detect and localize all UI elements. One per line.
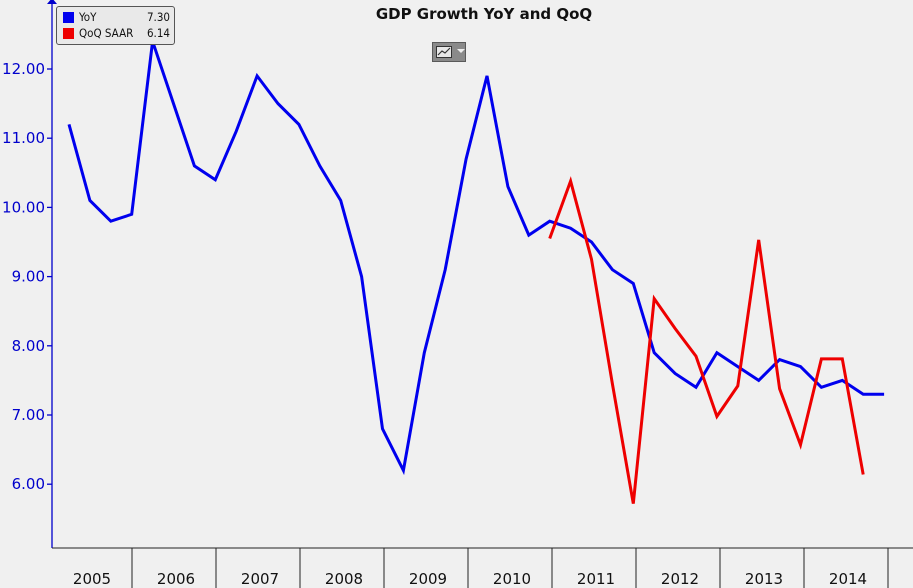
series-line-yoy bbox=[67, 40, 885, 476]
y-axis-arrow-icon bbox=[47, 0, 57, 4]
chevron-down-icon bbox=[457, 49, 465, 53]
legend-label-yoy: YoY bbox=[79, 10, 97, 24]
x-tick-label: 2010 bbox=[493, 570, 531, 588]
y-tick-label: 7.00 bbox=[12, 406, 45, 424]
x-tick-label: 2012 bbox=[661, 570, 699, 588]
x-tick-label: 2011 bbox=[577, 570, 615, 588]
legend-value-yoy: 7.30 bbox=[146, 10, 170, 24]
legend-swatch-yoy bbox=[63, 12, 74, 23]
y-tick-label: 8.00 bbox=[12, 337, 45, 355]
legend[interactable]: YoY 7.30 QoQ SAAR 6.14 bbox=[56, 6, 175, 45]
x-tick-label: 2005 bbox=[73, 570, 111, 588]
x-tick-label: 2013 bbox=[745, 570, 783, 588]
x-tick-label: 2008 bbox=[325, 570, 363, 588]
legend-swatch-qoq-saar bbox=[63, 28, 74, 39]
legend-item-qoq-saar[interactable]: QoQ SAAR 6.14 bbox=[63, 26, 170, 41]
y-tick-label: 6.00 bbox=[12, 475, 45, 493]
series-line-qoq-saar bbox=[548, 176, 865, 504]
y-tick-label: 11.00 bbox=[2, 129, 45, 147]
y-tick-label: 10.00 bbox=[2, 198, 45, 216]
x-tick-label: 2014 bbox=[829, 570, 867, 588]
legend-value-qoq-saar: 6.14 bbox=[146, 26, 170, 40]
legend-item-yoy[interactable]: YoY 7.30 bbox=[63, 10, 170, 25]
y-tick-label: 12.00 bbox=[2, 60, 45, 78]
x-tick-label: 2009 bbox=[409, 570, 447, 588]
x-tick-label: 2007 bbox=[241, 570, 279, 588]
chart-title: GDP Growth YoY and QoQ bbox=[375, 5, 593, 23]
legend-label-qoq-saar: QoQ SAAR bbox=[79, 26, 134, 40]
x-tick-label: 2006 bbox=[157, 570, 195, 588]
y-tick-label: 9.00 bbox=[12, 268, 45, 286]
line-chart-icon bbox=[436, 46, 452, 58]
chart-type-dropdown-button[interactable] bbox=[432, 42, 466, 62]
